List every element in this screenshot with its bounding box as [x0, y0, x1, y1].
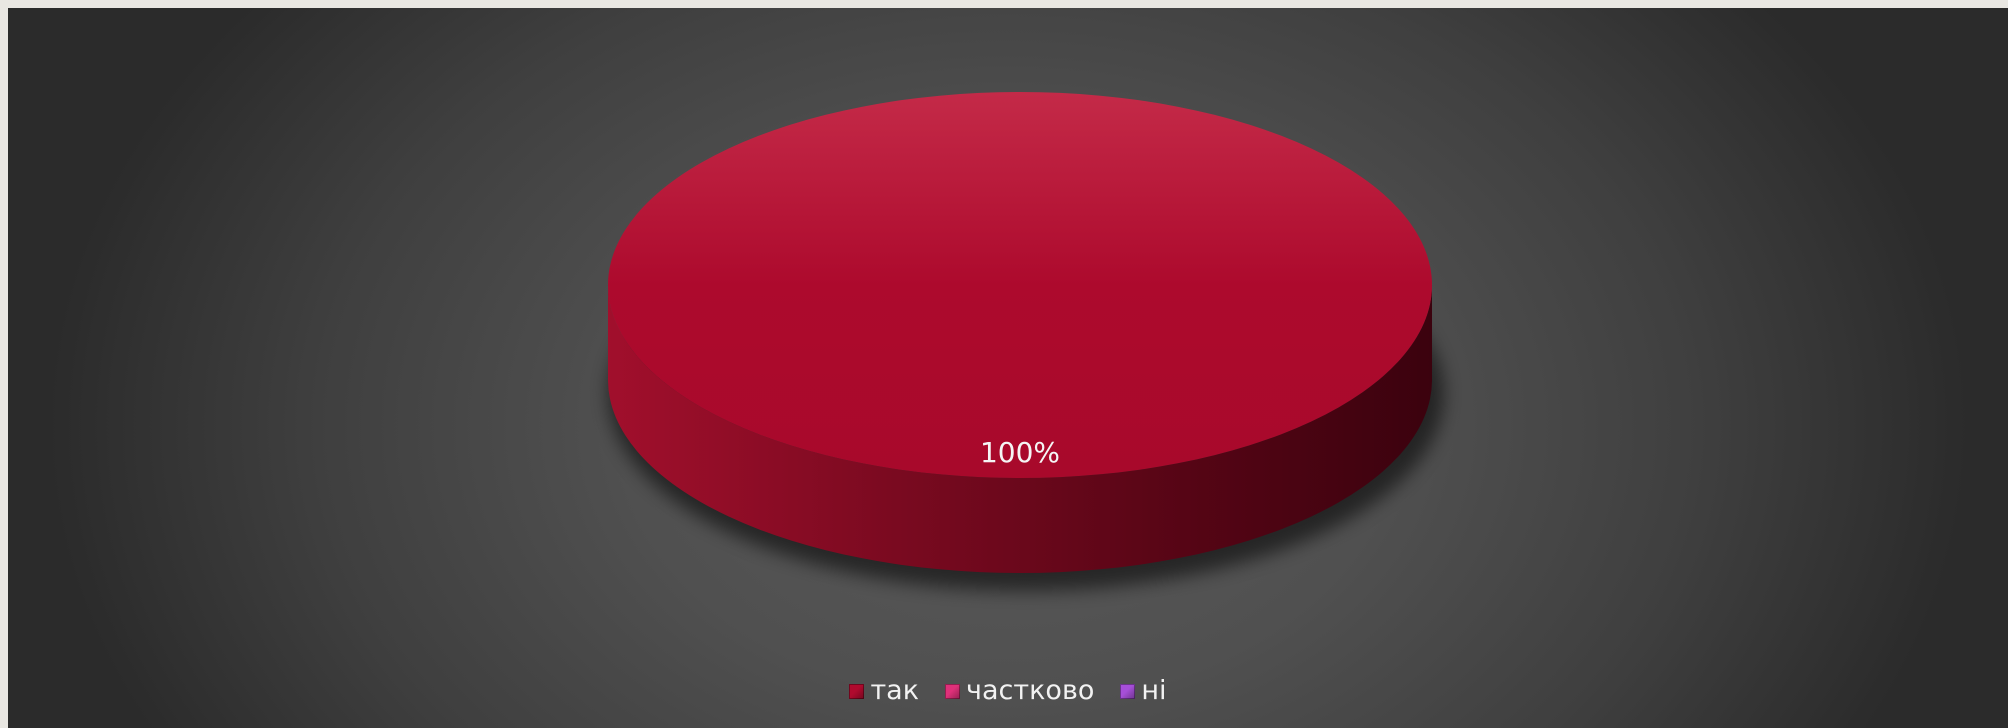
legend-swatch-ni [1120, 683, 1136, 699]
chart-legend: так частково ні [8, 676, 2008, 706]
legend-label-tak: так [870, 675, 920, 706]
legend-label-chastkovo: частково [966, 675, 1095, 706]
legend-item-ni: ні [1120, 675, 1167, 706]
legend-item-tak: так [849, 676, 919, 706]
legend-label-ni: ні [1141, 675, 1167, 706]
data-label-tak: 100% [980, 436, 1060, 469]
chart-slide: 100% так частково ні [8, 8, 2008, 728]
legend-item-chastkovo: частково [945, 676, 1094, 706]
pie-slice-tak [608, 92, 1432, 478]
legend-swatch-chastkovo [945, 683, 961, 699]
pie-slice-side-tak [608, 285, 1432, 573]
pie-chart: 100% [608, 92, 1444, 591]
legend-swatch-tak [849, 683, 865, 699]
